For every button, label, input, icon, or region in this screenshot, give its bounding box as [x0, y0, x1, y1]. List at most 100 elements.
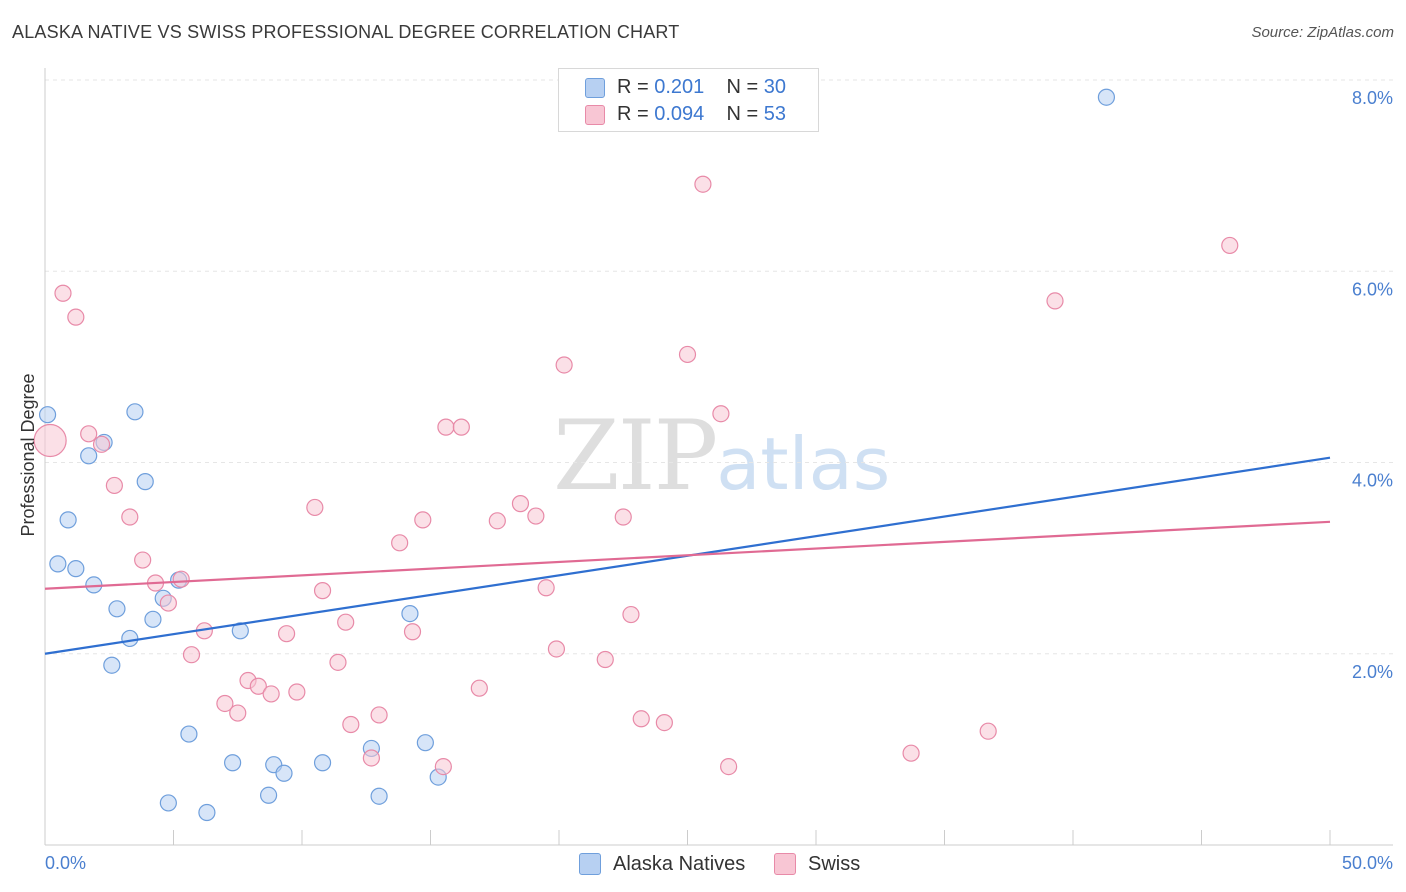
zipatlas-watermark: ZIPatlas — [553, 400, 890, 512]
swiss-point — [555, 356, 573, 374]
swiss-point — [632, 710, 650, 728]
swiss-point — [488, 512, 506, 530]
alaska-natives-point — [416, 734, 434, 752]
swiss-point — [678, 345, 697, 364]
swiss-trend-line — [44, 520, 1331, 590]
alaska-natives-point — [224, 754, 242, 772]
legend-r-label: R = — [617, 76, 649, 98]
swiss-point — [1221, 236, 1239, 255]
alaska-natives-point — [121, 629, 139, 648]
swiss-point — [105, 476, 123, 495]
swiss-point — [596, 650, 614, 669]
swiss-point — [547, 640, 566, 658]
swiss-point — [134, 551, 152, 569]
swiss-point — [249, 677, 267, 695]
swiss-point — [622, 605, 640, 624]
series-legend-label: Alaska Natives — [613, 853, 746, 875]
x-tick-label: 50.0% — [1342, 853, 1393, 873]
swiss-point — [712, 405, 730, 423]
axis-labels: 2.0% 4.0% 6.0% 8.0% 0.0% 50.0% Professional De… — [18, 88, 1393, 873]
swiss-point — [182, 646, 201, 664]
x-tick-label: 0.0% — [45, 853, 86, 873]
swiss-point — [67, 308, 85, 326]
swiss-point — [434, 757, 452, 776]
swiss-point — [370, 706, 388, 724]
series-swatch-pink — [774, 853, 796, 875]
stats-legend: R = 0.201 N = 30 R = 0.094 N = 53 — [558, 68, 819, 132]
legend-n-value: 53 — [763, 103, 787, 125]
axes — [44, 68, 1393, 846]
alaska-natives-point — [136, 473, 154, 491]
alaska-natives-point — [198, 803, 216, 822]
alaska-natives-point — [259, 786, 278, 804]
legend-r-label: R = — [617, 103, 649, 125]
source-label: Source: ZipAtlas.com — [1251, 24, 1394, 41]
alaska-natives-point — [67, 560, 85, 578]
swiss-point — [306, 498, 324, 517]
alaska-natives-point — [275, 764, 293, 782]
swiss-point — [1046, 292, 1064, 310]
swiss-point — [121, 508, 139, 526]
y-tick-label: 2.0% — [1352, 662, 1393, 682]
swiss-point — [902, 744, 920, 762]
swiss-point — [470, 679, 488, 697]
swiss-point — [337, 613, 355, 631]
alaska-natives-point — [80, 447, 98, 465]
swiss-point — [403, 623, 422, 641]
y-tick-label: 4.0% — [1352, 471, 1393, 491]
swiss-point — [80, 425, 98, 443]
swiss-point — [614, 508, 632, 526]
series-legend: Alaska Natives Swiss — [0, 852, 1406, 878]
legend-n-label: N = — [726, 76, 759, 98]
swiss-point — [277, 625, 296, 643]
alaska-natives-point — [1097, 88, 1116, 106]
swiss-point — [33, 423, 67, 458]
swiss-point — [159, 594, 177, 612]
series-swatch-blue — [579, 853, 601, 875]
legend-swatch-blue — [585, 78, 605, 98]
trend-lines — [44, 456, 1331, 655]
swiss-point — [655, 713, 673, 732]
data-points — [33, 88, 1239, 822]
swiss-point — [720, 757, 738, 776]
y-axis-label: Professional Degree — [18, 373, 38, 536]
swiss-point — [92, 435, 111, 453]
swiss-point — [452, 418, 470, 436]
chart-title: ALASKA NATIVE VS SWISS PROFESSIONAL DEGR… — [12, 22, 680, 42]
alaska-natives-point — [370, 787, 388, 805]
legend-text: R = 0.094 N = 53 — [617, 103, 786, 126]
series-legend-label: Swiss — [808, 853, 861, 875]
y-tick-label: 8.0% — [1352, 88, 1393, 108]
legend-n-value: 30 — [763, 76, 787, 98]
alaska-natives-point — [49, 555, 67, 573]
swiss-point — [979, 722, 997, 740]
swiss-point — [54, 284, 72, 302]
alaska-natives-point — [159, 794, 177, 812]
alaska-natives-point — [231, 622, 249, 640]
legend-text: R = 0.201 N = 30 — [617, 76, 786, 99]
swiss-point — [414, 511, 432, 529]
alaska-natives-point — [401, 604, 419, 623]
swiss-point — [229, 704, 247, 722]
swiss-point — [362, 749, 380, 767]
y-tick-label: 6.0% — [1352, 279, 1393, 299]
alaska-natives-point — [103, 656, 121, 674]
swiss-point — [511, 495, 530, 513]
swiss-point — [216, 694, 234, 713]
swiss-point — [694, 175, 712, 193]
swiss-point — [391, 534, 409, 552]
legend-r-value: 0.094 — [654, 103, 705, 125]
swiss-point — [313, 582, 332, 600]
alaska-natives-point — [180, 725, 198, 743]
alaska-natives-point — [38, 406, 57, 424]
watermark-atlas: atlas — [716, 422, 891, 506]
swiss-point — [288, 683, 306, 701]
swiss-point — [172, 570, 190, 588]
swiss-point — [342, 715, 360, 734]
gridlines — [45, 79, 1393, 655]
legend-n-label: N = — [726, 103, 759, 125]
alaska-natives-point — [126, 403, 144, 421]
swiss-point — [527, 507, 545, 525]
swiss-point — [329, 653, 347, 671]
